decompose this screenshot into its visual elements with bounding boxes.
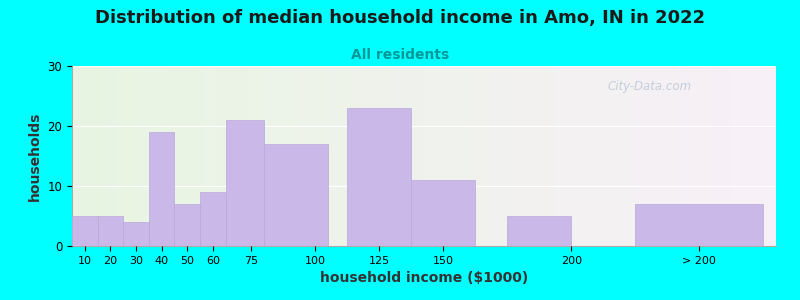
Bar	[72, 216, 98, 246]
Text: Distribution of median household income in Amo, IN in 2022: Distribution of median household income …	[95, 9, 705, 27]
Text: All residents: All residents	[351, 48, 449, 62]
Text: City-Data.com: City-Data.com	[607, 80, 691, 93]
Bar	[347, 108, 411, 246]
Bar	[174, 204, 200, 246]
Bar	[123, 222, 149, 246]
Bar	[149, 132, 174, 246]
Bar	[226, 120, 264, 246]
Bar	[264, 144, 328, 246]
X-axis label: household income ($1000): household income ($1000)	[320, 271, 528, 285]
Bar	[411, 180, 475, 246]
Bar	[635, 204, 763, 246]
Y-axis label: households: households	[28, 111, 42, 201]
Bar	[200, 192, 226, 246]
Bar	[507, 216, 571, 246]
Bar	[98, 216, 123, 246]
